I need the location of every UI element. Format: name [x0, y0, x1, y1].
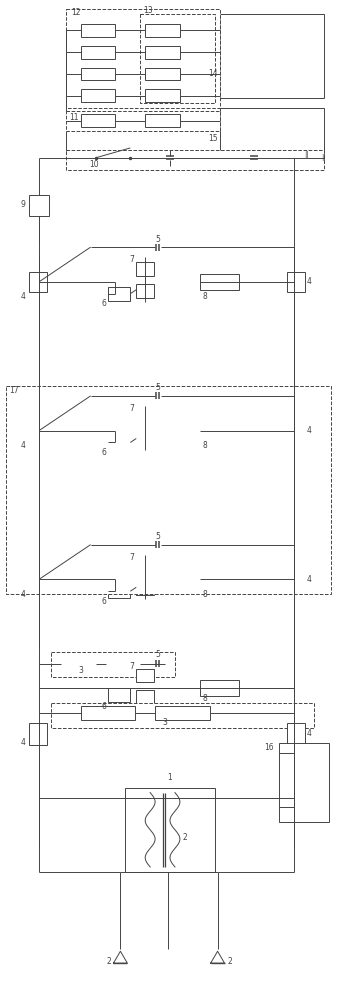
- Text: 14: 14: [208, 69, 218, 78]
- Text: 9: 9: [20, 200, 25, 209]
- Bar: [136, 581, 154, 595]
- Text: 11: 11: [69, 113, 79, 122]
- Bar: [29, 421, 47, 440]
- Text: 5: 5: [156, 532, 160, 541]
- Text: 8: 8: [202, 694, 207, 703]
- Bar: [136, 284, 154, 298]
- Bar: [220, 14, 324, 98]
- Text: 5: 5: [156, 235, 160, 244]
- Bar: [145, 114, 180, 127]
- Text: 7: 7: [129, 662, 134, 671]
- Bar: [287, 569, 305, 589]
- Bar: [200, 571, 239, 587]
- Bar: [140, 14, 215, 103]
- Text: 4: 4: [21, 738, 26, 747]
- Text: 8: 8: [202, 441, 207, 450]
- Text: 3: 3: [162, 718, 167, 727]
- Bar: [145, 89, 180, 102]
- Bar: [200, 680, 239, 696]
- Bar: [136, 669, 154, 682]
- Bar: [66, 150, 324, 170]
- Bar: [81, 114, 116, 127]
- Bar: [287, 272, 305, 292]
- Bar: [61, 657, 96, 671]
- Text: 3: 3: [78, 666, 83, 675]
- Bar: [145, 46, 180, 59]
- Bar: [66, 111, 220, 131]
- Text: 4: 4: [306, 277, 311, 286]
- Bar: [136, 560, 154, 573]
- Bar: [287, 723, 305, 745]
- Text: 1: 1: [167, 773, 172, 782]
- Text: 7: 7: [129, 255, 134, 264]
- Text: 4: 4: [21, 441, 26, 450]
- Text: 7: 7: [129, 553, 134, 562]
- Text: 8: 8: [202, 590, 207, 599]
- Bar: [200, 274, 239, 290]
- Bar: [109, 584, 130, 598]
- Bar: [29, 195, 49, 216]
- Bar: [51, 652, 175, 677]
- Text: 2: 2: [227, 957, 232, 966]
- Bar: [105, 657, 140, 671]
- Bar: [136, 411, 154, 425]
- Text: 4: 4: [21, 590, 26, 599]
- Text: 6: 6: [101, 702, 106, 711]
- Text: ||: ||: [304, 151, 309, 158]
- Bar: [145, 24, 180, 37]
- Text: 7: 7: [129, 404, 134, 413]
- Text: 6: 6: [101, 448, 106, 457]
- Text: 12: 12: [71, 8, 81, 17]
- Bar: [155, 706, 210, 720]
- Bar: [287, 421, 305, 440]
- Bar: [200, 423, 239, 439]
- Bar: [6, 386, 331, 594]
- Bar: [81, 68, 116, 80]
- Text: 6: 6: [101, 299, 106, 308]
- Bar: [145, 68, 180, 80]
- Bar: [51, 703, 314, 728]
- Bar: [125, 788, 215, 872]
- Text: 6: 6: [101, 597, 106, 606]
- Text: 2: 2: [183, 833, 187, 842]
- Text: ||: ||: [321, 154, 326, 161]
- Text: 4: 4: [306, 729, 311, 738]
- Bar: [136, 690, 154, 704]
- Text: 4: 4: [306, 426, 311, 435]
- Bar: [109, 688, 130, 702]
- Bar: [81, 46, 116, 59]
- Text: 17: 17: [9, 386, 19, 395]
- Text: 16: 16: [265, 743, 274, 752]
- Bar: [220, 108, 324, 163]
- Bar: [81, 706, 135, 720]
- Text: 10: 10: [89, 160, 98, 169]
- Text: 13: 13: [143, 6, 153, 15]
- Bar: [136, 262, 154, 276]
- Bar: [109, 287, 130, 301]
- Bar: [136, 433, 154, 446]
- Bar: [81, 24, 116, 37]
- Bar: [29, 272, 47, 292]
- Bar: [81, 89, 116, 102]
- Text: 4: 4: [306, 575, 311, 584]
- Text: 4: 4: [21, 292, 26, 301]
- Text: 5: 5: [156, 650, 160, 659]
- Text: 15: 15: [208, 134, 218, 143]
- Bar: [29, 569, 47, 589]
- Bar: [279, 743, 329, 822]
- Bar: [109, 436, 130, 449]
- Text: 8: 8: [202, 292, 207, 301]
- Text: 2: 2: [106, 957, 111, 966]
- Text: 5: 5: [156, 383, 160, 392]
- Bar: [66, 9, 220, 108]
- Bar: [29, 723, 47, 745]
